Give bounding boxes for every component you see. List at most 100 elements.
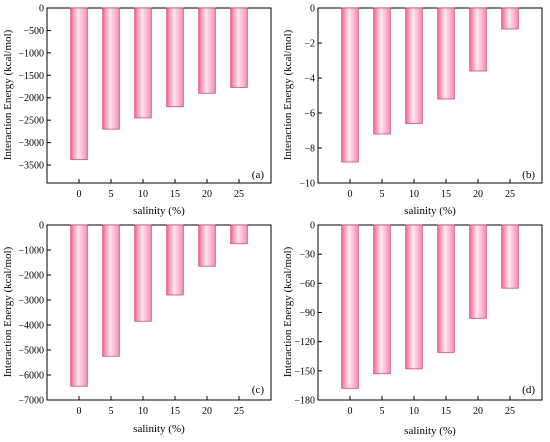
x-tick-label: 0 [348, 406, 353, 417]
x-tick-label: 10 [409, 189, 419, 200]
y-tick-label: −150 [294, 366, 315, 377]
panel-label: (c) [252, 384, 265, 396]
x-tick-label: 0 [77, 406, 82, 417]
plot-frame [46, 7, 272, 184]
x-tick-label: 20 [473, 189, 483, 200]
y-tick-label: 0 [39, 4, 44, 15]
y-tick-label: −3500 [18, 161, 44, 172]
bar [469, 224, 487, 319]
bar [166, 7, 184, 108]
y-tick-label: −2 [304, 39, 315, 50]
x-ticks: 0 5 10 15 20 25 [77, 396, 244, 417]
y-tick-label: −2000 [18, 271, 44, 282]
bar [198, 224, 216, 267]
plot-frame [46, 224, 272, 401]
x-ticks: 0 5 10 15 20 25 [348, 179, 515, 200]
y-tick-label: −60 [299, 279, 315, 290]
bar [405, 224, 423, 370]
bar [230, 224, 248, 245]
y-tick-label: −8 [304, 144, 315, 155]
y-tick-label: −10 [299, 179, 315, 190]
bar [102, 224, 120, 357]
x-tick-label: 15 [441, 189, 451, 200]
bar [501, 7, 519, 30]
y-tick-label: −180 [294, 396, 315, 407]
y-tick-label: −1000 [18, 48, 44, 59]
bar [405, 7, 423, 124]
x-tick-label: 20 [202, 189, 212, 200]
panel-b: 0 −2 −4 −6 −8 −10 0 5 10 15 20 25 salinity (%) Int… [282, 4, 543, 217]
bar [437, 224, 455, 353]
bar [373, 224, 391, 375]
x-tick-label: 10 [138, 406, 148, 417]
y-tick-label: −5000 [18, 346, 44, 357]
panel-c: 0 −1000 −2000 −3000 −4000 −5000 −6000 −7000 0 5 1… [2, 221, 272, 435]
x-tick-label: 5 [380, 406, 385, 417]
x-axis-title: salinity (%) [133, 423, 185, 435]
y-tick-label: 0 [310, 4, 315, 15]
y-tick-label: −2000 [18, 93, 44, 104]
bar [230, 7, 248, 88]
panel-label: (a) [252, 169, 265, 181]
bars [70, 7, 248, 161]
bar [341, 224, 359, 389]
y-tick-label: −120 [294, 337, 315, 348]
y-tick-label: −30 [299, 250, 315, 261]
bar [501, 224, 519, 289]
bars [341, 224, 519, 389]
bar [373, 7, 391, 135]
bar [341, 7, 359, 163]
y-axis-title: Interaction Energy (kcal/mol) [282, 246, 294, 377]
y-tick-label: −4 [304, 74, 315, 85]
y-tick-label: 0 [310, 221, 315, 232]
bar [198, 7, 216, 94]
x-tick-label: 15 [170, 406, 180, 417]
bars [70, 224, 248, 387]
x-tick-label: 20 [473, 406, 483, 417]
y-tick-label: −1000 [18, 246, 44, 257]
y-tick-label: −2500 [18, 116, 44, 127]
y-ticks: 0 −2 −4 −6 −8 −10 [299, 4, 322, 190]
panel-label: (b) [522, 169, 535, 181]
x-axis-title: salinity (%) [404, 205, 456, 217]
y-tick-label: −6 [304, 109, 315, 120]
x-tick-label: 25 [505, 406, 515, 417]
y-ticks: 0 −30 −60 −90 −120 −150 −180 [294, 221, 322, 407]
y-tick-label: −3000 [18, 138, 44, 149]
panel-label: (d) [522, 384, 535, 396]
x-tick-label: 25 [234, 406, 244, 417]
y-axis-title: Interaction Energy (kcal/mol) [2, 29, 14, 160]
y-axis-title: Interaction Energy (kcal/mol) [282, 29, 294, 160]
x-tick-label: 10 [409, 406, 419, 417]
x-tick-label: 0 [77, 189, 82, 200]
x-tick-label: 25 [234, 189, 244, 200]
panel-a: 0 −500 −1000 −1500 −2000 −2500 −3000 −3500 0 5 10… [2, 4, 272, 217]
x-tick-label: 25 [505, 189, 515, 200]
bar [70, 7, 88, 161]
x-tick-label: 5 [380, 189, 385, 200]
y-tick-label: −500 [23, 26, 44, 37]
x-tick-label: 5 [109, 189, 114, 200]
x-axis-title: salinity (%) [404, 425, 456, 437]
y-tick-label: −4000 [18, 321, 44, 332]
y-tick-label: −1500 [18, 71, 44, 82]
y-ticks: 0 −1000 −2000 −3000 −4000 −5000 −6000 −7000 [18, 221, 51, 407]
bar [469, 7, 487, 72]
bar [437, 7, 455, 100]
y-tick-label: 0 [39, 221, 44, 232]
x-ticks: 0 5 10 15 20 25 [77, 179, 244, 200]
x-axis-title: salinity (%) [133, 205, 185, 217]
y-tick-label: −6000 [18, 371, 44, 382]
x-tick-label: 10 [138, 189, 148, 200]
y-tick-label: −3000 [18, 296, 44, 307]
x-tick-label: 5 [109, 406, 114, 417]
bar [134, 7, 152, 119]
y-tick-label: −7000 [18, 396, 44, 407]
x-tick-label: 15 [441, 406, 451, 417]
y-axis-title: Interaction Energy (kcal/mol) [2, 246, 14, 377]
bar [166, 224, 184, 296]
bar [102, 7, 120, 130]
x-tick-label: 15 [170, 189, 180, 200]
bar [134, 224, 152, 322]
